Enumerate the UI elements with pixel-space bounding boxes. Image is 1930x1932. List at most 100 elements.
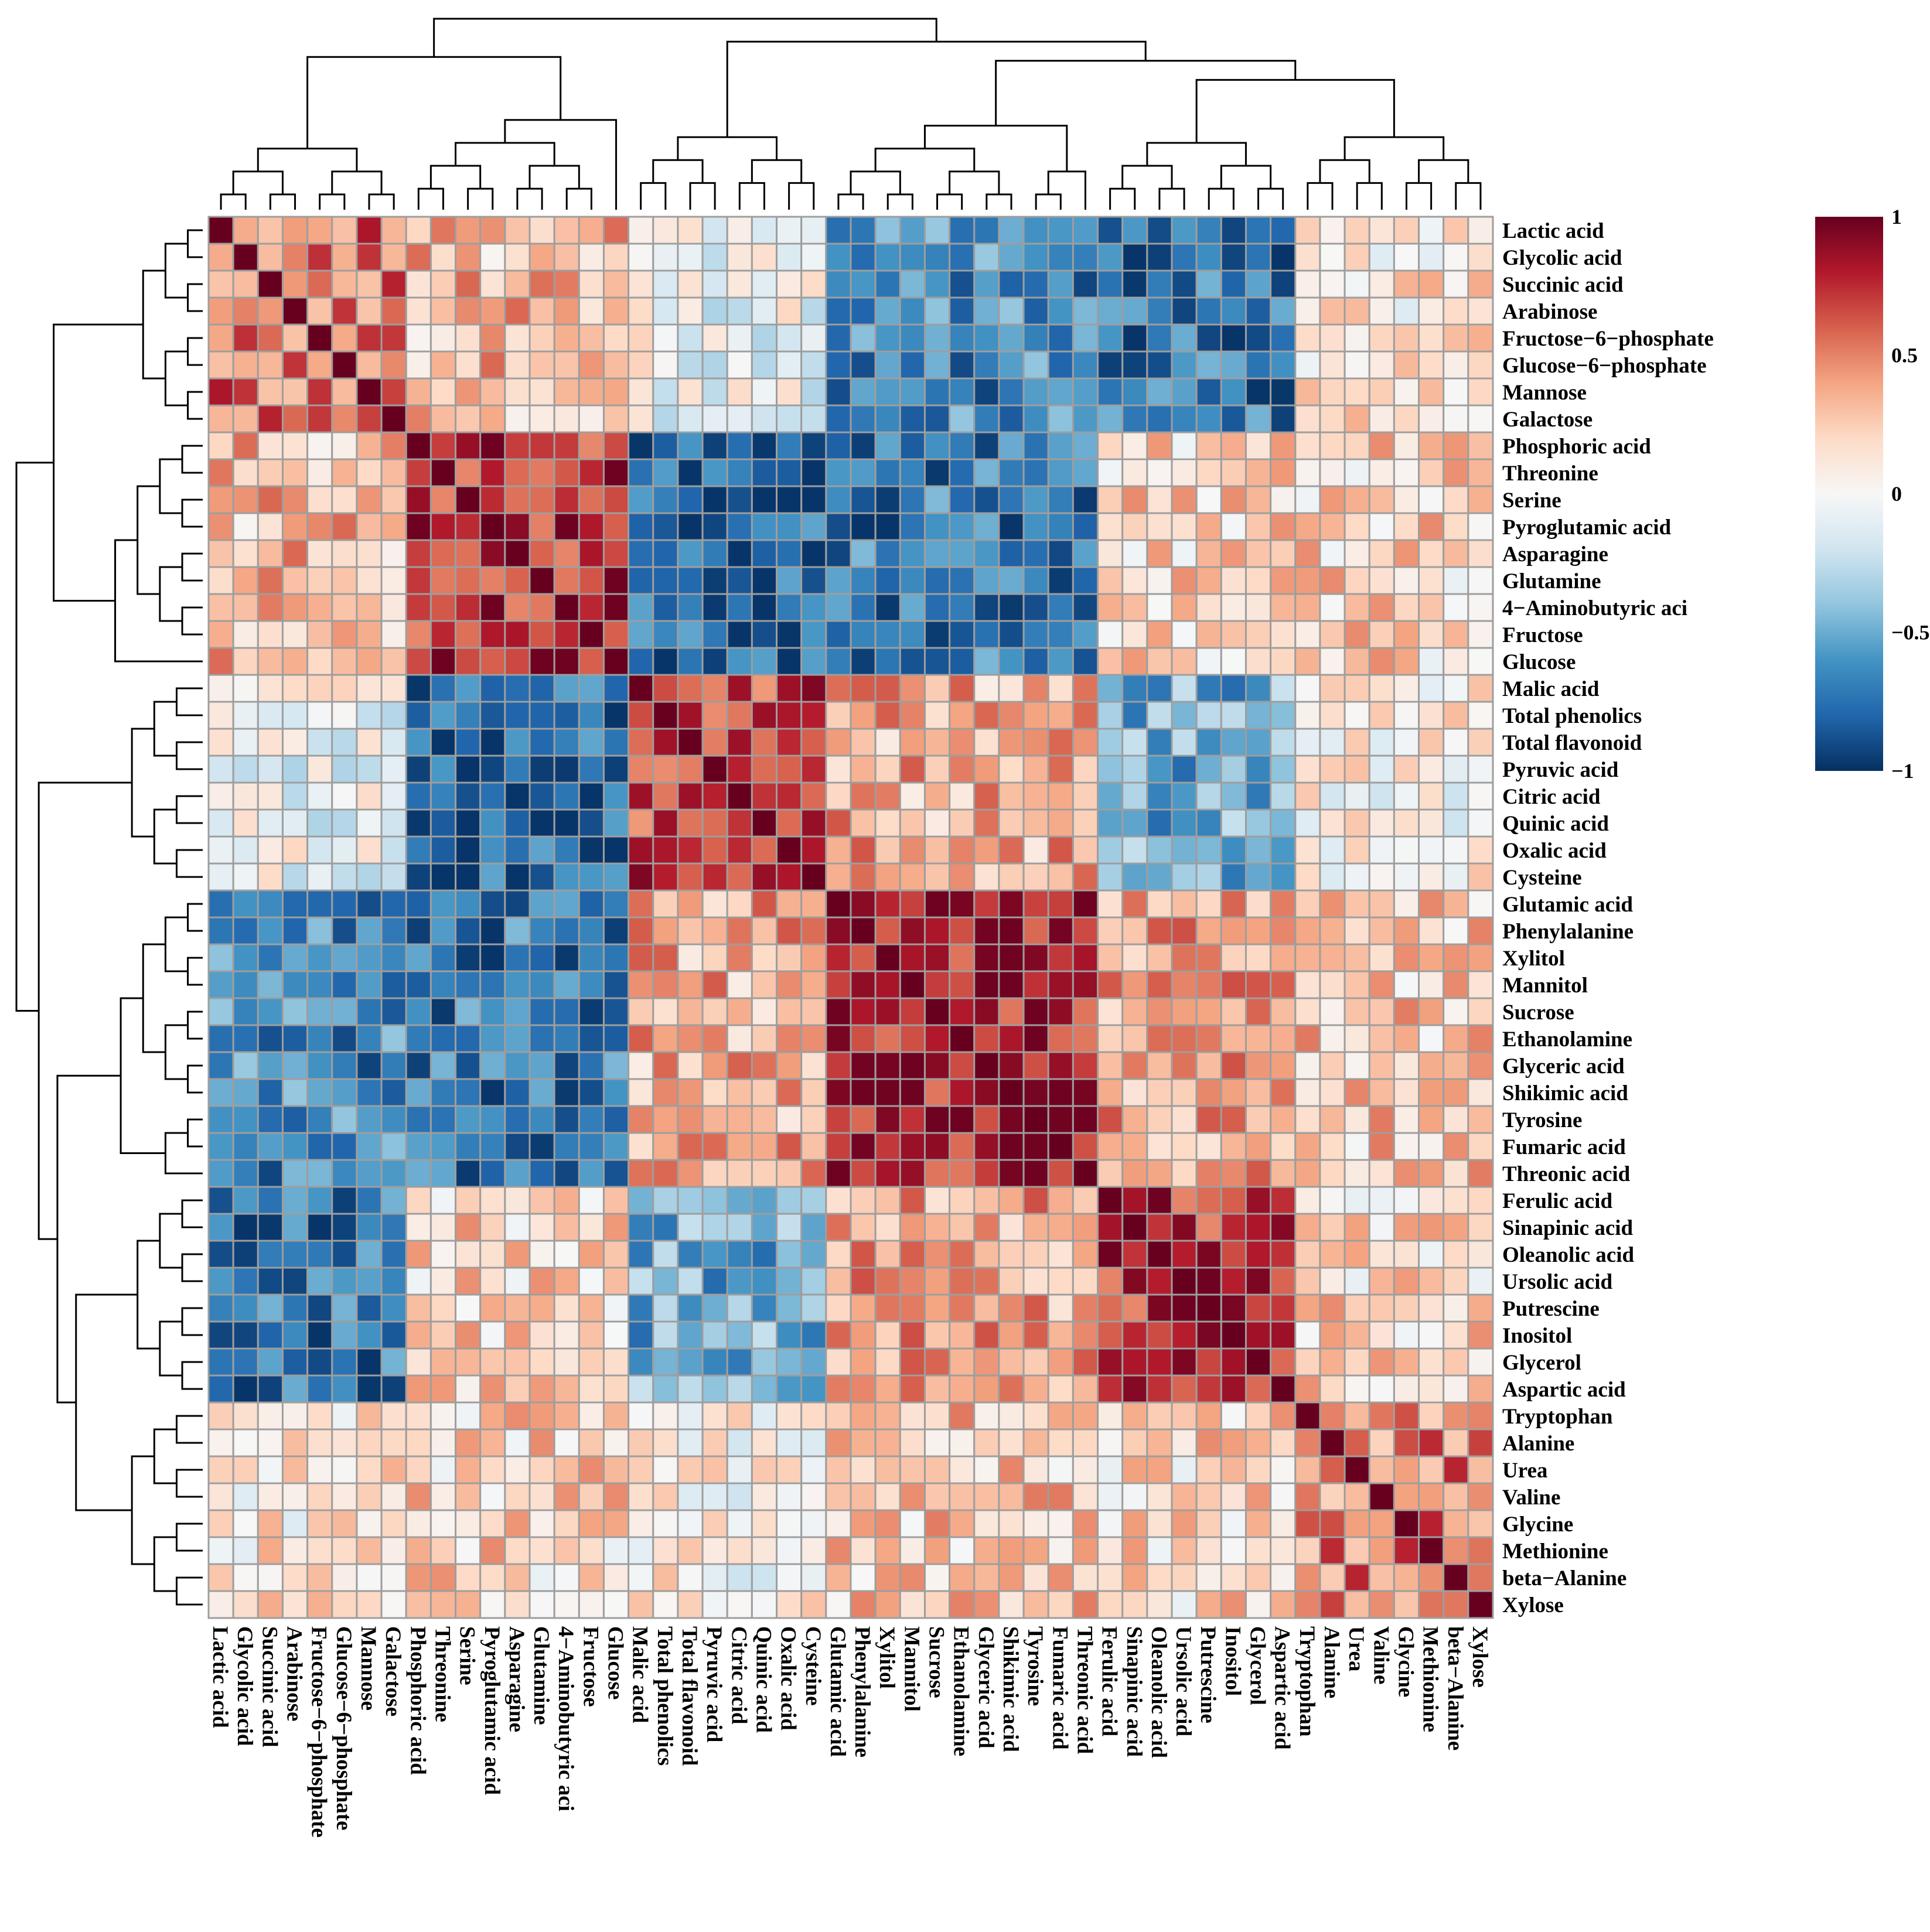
heatmap-cell: [281, 1428, 309, 1457]
heatmap-cell: [652, 1347, 679, 1377]
heatmap-cell: [949, 1590, 976, 1619]
heatmap-cell: [1121, 1051, 1148, 1080]
heatmap-cell: [1467, 377, 1494, 407]
heatmap-cell: [776, 1186, 803, 1215]
heatmap-cell: [776, 970, 803, 999]
column-label: Alanine: [1319, 1626, 1344, 1698]
heatmap-cell: [652, 916, 679, 945]
heatmap-cell: [1047, 458, 1074, 487]
heatmap-cell: [899, 1132, 926, 1161]
heatmap-cell: [1146, 1347, 1173, 1377]
heatmap-cell: [1319, 755, 1346, 784]
heatmap-cell: [405, 216, 432, 245]
heatmap-cell: [602, 1132, 630, 1161]
heatmap-cell: [479, 323, 506, 353]
heatmap-cell: [232, 1024, 259, 1053]
heatmap-cell: [257, 916, 284, 945]
heatmap-cell: [998, 1159, 1025, 1188]
heatmap-cell: [429, 1455, 457, 1484]
heatmap-cell: [306, 323, 333, 353]
heatmap-cell: [998, 1536, 1025, 1565]
heatmap-cell: [602, 835, 630, 865]
dendrogram-branch: [164, 350, 188, 407]
heatmap-cell: [429, 943, 457, 972]
heatmap-cell: [578, 1132, 605, 1161]
heatmap-cell: [1344, 755, 1370, 784]
heatmap-cell: [578, 593, 605, 622]
heatmap-cell: [306, 1347, 333, 1377]
heatmap-cell: [1368, 1213, 1395, 1242]
heatmap-cell: [1072, 916, 1099, 945]
heatmap-cell: [1047, 943, 1074, 972]
heatmap-cell: [578, 862, 605, 892]
heatmap-cell: [825, 377, 852, 407]
heatmap-cell: [973, 701, 1000, 730]
heatmap-cell: [1443, 701, 1469, 730]
heatmap-cell: [1171, 943, 1198, 972]
heatmap-cell: [1171, 1482, 1198, 1511]
heatmap-cell: [899, 404, 926, 433]
heatmap-cell: [923, 1590, 951, 1619]
heatmap-cell: [504, 243, 531, 272]
heatmap-cell: [232, 701, 259, 730]
heatmap-cell: [701, 808, 728, 838]
heatmap-cell: [1294, 1590, 1321, 1619]
heatmap-cell: [1146, 1240, 1173, 1269]
heatmap-cell: [1220, 1590, 1247, 1619]
heatmap-cell: [553, 566, 580, 595]
heatmap-cell: [1467, 1024, 1494, 1053]
heatmap-cell: [825, 539, 852, 568]
heatmap-cell: [1195, 943, 1222, 972]
heatmap-cell: [602, 1428, 630, 1457]
heatmap-cell: [356, 1024, 383, 1053]
column-label: beta−Alanine: [1443, 1626, 1467, 1750]
heatmap-cell: [949, 566, 976, 595]
heatmap-cell: [652, 835, 679, 865]
heatmap-cell: [923, 1213, 951, 1242]
heatmap-cell: [874, 701, 901, 730]
heatmap-cell: [1047, 1347, 1074, 1377]
heatmap-cell: [628, 1240, 654, 1269]
heatmap-cell: [1467, 216, 1494, 245]
heatmap-cell: [1393, 1509, 1420, 1538]
heatmap-cell: [1146, 1132, 1173, 1161]
heatmap-cell: [1195, 243, 1222, 272]
heatmap-cell: [578, 835, 605, 865]
heatmap-cell: [602, 647, 630, 676]
heatmap-cell: [1418, 269, 1445, 299]
heatmap-cell: [1047, 1078, 1074, 1107]
heatmap-cell: [429, 216, 457, 245]
heatmap-cell: [257, 781, 284, 811]
heatmap-cell: [874, 1132, 901, 1161]
heatmap-cell: [1319, 323, 1346, 353]
heatmap-cell: [504, 1374, 531, 1404]
heatmap-cell: [479, 701, 506, 730]
heatmap-cell: [701, 755, 728, 784]
heatmap-cell: [455, 1482, 482, 1511]
heatmap-cell: [825, 458, 852, 487]
heatmap-cell: [1393, 1132, 1420, 1161]
heatmap-cell: [1171, 862, 1198, 892]
heatmap-cell: [1244, 458, 1272, 487]
heatmap-cell: [479, 1293, 506, 1323]
heatmap-cell: [1393, 1078, 1420, 1107]
heatmap-cell: [455, 1240, 482, 1269]
heatmap-cell: [405, 781, 432, 811]
heatmap-cell: [1121, 1347, 1148, 1377]
heatmap-cell: [257, 296, 284, 326]
heatmap-cell: [1047, 835, 1074, 865]
heatmap-cell: [1344, 1293, 1370, 1323]
heatmap-cell: [1022, 1186, 1049, 1215]
heatmap-cell: [1467, 808, 1494, 838]
heatmap-cell: [1171, 458, 1198, 487]
heatmap-cell: [973, 1132, 1000, 1161]
heatmap-cell: [1220, 1186, 1247, 1215]
heatmap-cell: [553, 970, 580, 999]
heatmap-cell: [1270, 1051, 1297, 1080]
heatmap-cell: [602, 728, 630, 757]
heatmap-cell: [1368, 1482, 1395, 1511]
heatmap-cell: [281, 269, 309, 299]
heatmap-cell: [455, 943, 482, 972]
heatmap-cell: [1368, 1347, 1395, 1377]
heatmap-cell: [973, 889, 1000, 919]
